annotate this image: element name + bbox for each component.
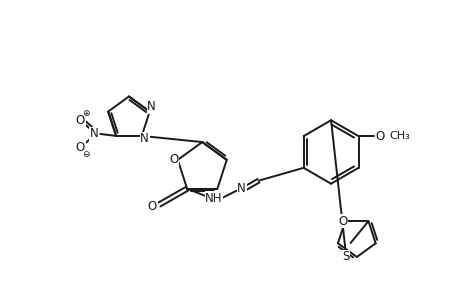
Text: O: O xyxy=(338,215,347,228)
Text: N: N xyxy=(237,182,246,195)
Text: O: O xyxy=(76,141,85,154)
Text: O: O xyxy=(375,130,384,142)
Text: O: O xyxy=(76,114,85,127)
Text: O: O xyxy=(169,153,178,167)
Text: CH₃: CH₃ xyxy=(388,131,409,141)
Text: N: N xyxy=(147,100,156,113)
Text: ⊕: ⊕ xyxy=(82,109,89,118)
Text: NH: NH xyxy=(205,192,222,205)
Text: S: S xyxy=(341,250,348,263)
Text: N: N xyxy=(140,132,149,146)
Text: ⊖: ⊖ xyxy=(82,150,89,159)
Text: N: N xyxy=(90,128,99,140)
Text: O: O xyxy=(147,200,157,213)
